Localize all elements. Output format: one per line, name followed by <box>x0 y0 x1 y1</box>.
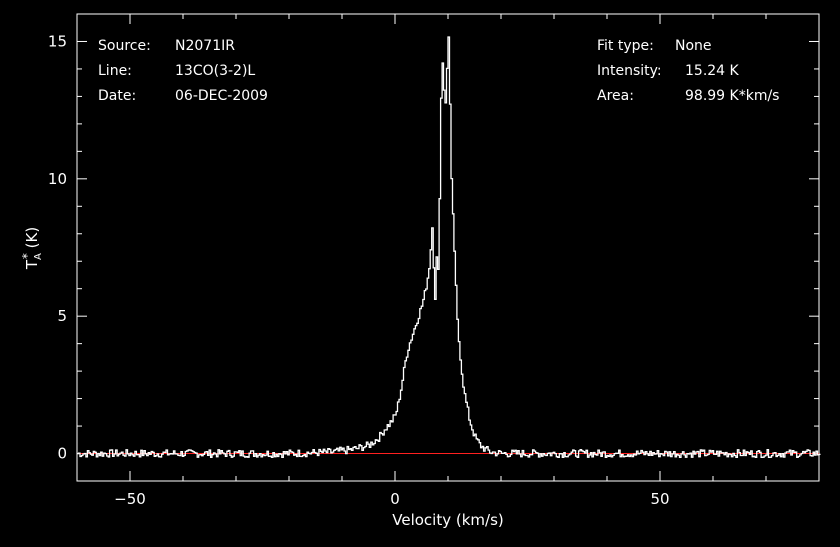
ticks: −50 0 50 0 5 10 15 <box>48 13 820 508</box>
info-left-key-2: Date: <box>98 88 136 104</box>
info-right-key-2: Area: <box>597 88 634 104</box>
info-left-key-1: Line: <box>98 63 132 79</box>
info-right-key-0: Fit type: <box>597 38 654 54</box>
info-right-value-2: 98.99 K*km/s <box>685 88 779 104</box>
info-right-value-1: 15.24 K <box>685 63 740 79</box>
spectrum-line <box>77 36 821 459</box>
x-tick-label: 50 <box>650 490 669 508</box>
info-right: Fit type: None Intensity: 15.24 K Area: … <box>597 38 779 104</box>
series <box>77 36 821 459</box>
x-tick-label: 0 <box>390 490 400 508</box>
info-right-key-1: Intensity: <box>597 63 662 79</box>
y-tick-label: 0 <box>57 445 67 463</box>
y-tick-label: 15 <box>48 32 67 50</box>
info-left-value-2: 06-DEC-2009 <box>175 88 268 104</box>
info-left-value-1: 13CO(3-2)L <box>175 63 255 79</box>
info-left: Source: N2071IR Line: 13CO(3-2)L Date: 0… <box>98 38 268 104</box>
x-axis-label: Velocity (km/s) <box>392 511 503 529</box>
y-axis-label-text: TA* (K) <box>20 227 44 270</box>
info-left-value-0: N2071IR <box>175 38 235 54</box>
y-axis-label: TA* (K) <box>20 227 44 270</box>
x-tick-label: −50 <box>114 490 146 508</box>
y-tick-label: 5 <box>57 307 67 325</box>
info-left-key-0: Source: <box>98 38 151 54</box>
y-tick-label: 10 <box>48 170 67 188</box>
info-right-value-0: None <box>675 38 712 54</box>
